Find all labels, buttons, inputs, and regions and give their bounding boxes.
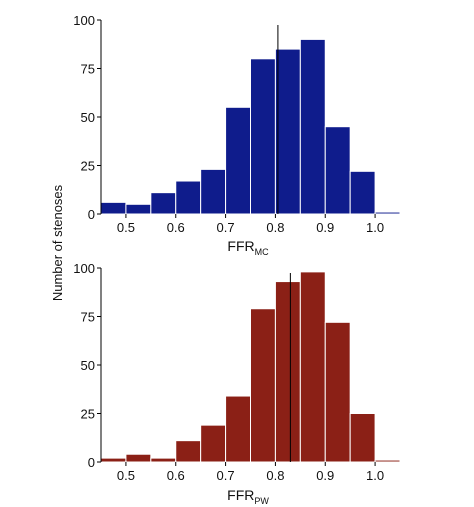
y-tick-label: 50 <box>81 110 95 125</box>
y-tick-label: 50 <box>81 358 95 373</box>
x-tick-label: 0.7 <box>217 220 235 235</box>
histogram-bar <box>225 395 251 463</box>
histogram-bar <box>299 271 326 463</box>
x-tick-label: 0.6 <box>167 468 185 483</box>
histogram-bar <box>175 180 202 215</box>
x-axis-label-main: FFR <box>227 238 254 254</box>
y-tick-label: 100 <box>73 13 95 28</box>
histogram-bar <box>374 211 401 215</box>
y-tick-label: 75 <box>81 62 95 77</box>
histogram-bar <box>374 459 401 463</box>
histogram-ffr-mc: 0 25 50 75 100 0.5 0.6 0.7 0.8 0.9 1.0 <box>73 13 401 235</box>
histogram-bar <box>274 48 301 215</box>
histogram-bar <box>175 440 202 463</box>
y-axis-label: Number of stenoses <box>50 184 65 301</box>
x-tick-label: 1.0 <box>366 220 384 235</box>
y-tick-label: 25 <box>81 159 95 174</box>
histogram-bar <box>324 321 351 463</box>
histogram-bar <box>349 170 376 215</box>
histogram-bar <box>150 192 177 215</box>
x-tick-label: 0.7 <box>217 468 235 483</box>
histogram-bar <box>250 308 276 463</box>
y-tick-label: 75 <box>81 310 95 325</box>
x-axis-label-ffr-pw: FFRPW <box>227 487 269 506</box>
x-axis-label-subscript: PW <box>254 496 269 506</box>
x-tick-label: 0.5 <box>117 468 135 483</box>
y-tick-label: 25 <box>81 407 95 422</box>
histogram-bar <box>125 203 152 215</box>
histogram-bar <box>200 168 227 215</box>
x-tick-label: 0.9 <box>316 220 334 235</box>
histogram-bar <box>125 453 152 463</box>
x-tick-label: 0.9 <box>316 468 334 483</box>
histogram-bar <box>250 58 276 215</box>
histogram-bar <box>150 457 177 463</box>
histogram-bar <box>349 413 376 463</box>
histogram-bar <box>100 457 127 463</box>
x-tick-label: 0.8 <box>266 220 284 235</box>
x-tick-label: 0.6 <box>167 220 185 235</box>
histogram-bar <box>200 424 227 463</box>
histogram-bar <box>225 106 251 215</box>
x-tick-label: 0.8 <box>266 468 284 483</box>
histogram-bar <box>299 38 326 215</box>
y-tick-label: 100 <box>73 261 95 276</box>
x-tick-label: 0.5 <box>117 220 135 235</box>
y-tick-label: 0 <box>88 207 95 222</box>
histogram-ffr-pw: 0 25 50 75 100 0.5 0.6 0.7 0.8 0.9 1.0 <box>73 261 401 483</box>
x-axis-label-main: FFR <box>227 487 254 503</box>
histogram-bar <box>324 126 351 215</box>
histogram-bar <box>274 281 301 463</box>
y-tick-label: 0 <box>88 455 95 470</box>
histogram-bar <box>100 201 127 215</box>
x-axis-label-ffr-mc: FFRMC <box>227 238 269 257</box>
x-tick-label: 1.0 <box>366 468 384 483</box>
x-axis-label-subscript: MC <box>255 247 269 257</box>
